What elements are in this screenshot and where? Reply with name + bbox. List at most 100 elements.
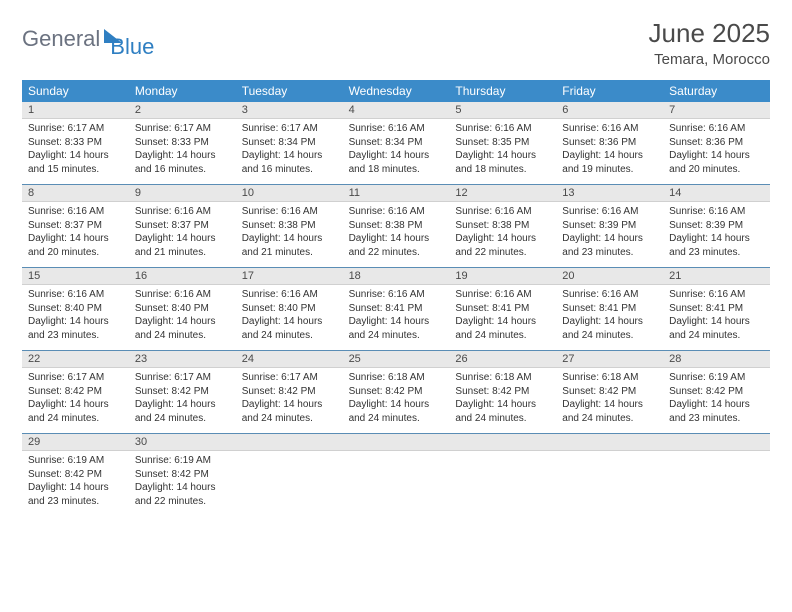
dow-tuesday: Tuesday bbox=[236, 80, 343, 102]
day-number bbox=[236, 434, 343, 450]
sunrise-line: Sunrise: 6:16 AM bbox=[28, 288, 123, 302]
day-number: 1 bbox=[22, 102, 129, 118]
day-number: 7 bbox=[663, 102, 770, 118]
sunrise-line: Sunrise: 6:16 AM bbox=[349, 205, 444, 219]
day-number: 4 bbox=[343, 102, 450, 118]
daylight-line: Daylight: 14 hours and 23 minutes. bbox=[669, 398, 764, 425]
sunrise-line: Sunrise: 6:17 AM bbox=[135, 371, 230, 385]
day-cell: Sunrise: 6:16 AMSunset: 8:40 PMDaylight:… bbox=[129, 285, 236, 350]
day-number: 3 bbox=[236, 102, 343, 118]
sunset-line: Sunset: 8:42 PM bbox=[135, 468, 230, 482]
sunrise-line: Sunrise: 6:16 AM bbox=[669, 122, 764, 136]
sunrise-line: Sunrise: 6:17 AM bbox=[135, 122, 230, 136]
sunset-line: Sunset: 8:42 PM bbox=[28, 385, 123, 399]
day-cell: Sunrise: 6:16 AMSunset: 8:38 PMDaylight:… bbox=[449, 202, 556, 267]
day-cell: Sunrise: 6:16 AMSunset: 8:41 PMDaylight:… bbox=[449, 285, 556, 350]
dow-saturday: Saturday bbox=[663, 80, 770, 102]
daylight-line: Daylight: 14 hours and 24 minutes. bbox=[242, 315, 337, 342]
day-cell: Sunrise: 6:16 AMSunset: 8:37 PMDaylight:… bbox=[22, 202, 129, 267]
day-cell: Sunrise: 6:16 AMSunset: 8:36 PMDaylight:… bbox=[663, 119, 770, 184]
sunrise-line: Sunrise: 6:18 AM bbox=[349, 371, 444, 385]
week-row: 2930Sunrise: 6:19 AMSunset: 8:42 PMDayli… bbox=[22, 434, 770, 516]
day-number bbox=[449, 434, 556, 450]
sunset-line: Sunset: 8:33 PM bbox=[135, 136, 230, 150]
day-number: 16 bbox=[129, 268, 236, 284]
sunrise-line: Sunrise: 6:18 AM bbox=[562, 371, 657, 385]
day-cell: Sunrise: 6:16 AMSunset: 8:40 PMDaylight:… bbox=[236, 285, 343, 350]
day-number: 15 bbox=[22, 268, 129, 284]
dow-thursday: Thursday bbox=[449, 80, 556, 102]
daylight-line: Daylight: 14 hours and 23 minutes. bbox=[28, 315, 123, 342]
day-number: 14 bbox=[663, 185, 770, 201]
day-cell: Sunrise: 6:16 AMSunset: 8:38 PMDaylight:… bbox=[236, 202, 343, 267]
day-number bbox=[343, 434, 450, 450]
daylight-line: Daylight: 14 hours and 15 minutes. bbox=[28, 149, 123, 176]
daylight-line: Daylight: 14 hours and 21 minutes. bbox=[242, 232, 337, 259]
day-cell: Sunrise: 6:18 AMSunset: 8:42 PMDaylight:… bbox=[343, 368, 450, 433]
sunrise-line: Sunrise: 6:19 AM bbox=[28, 454, 123, 468]
sunset-line: Sunset: 8:41 PM bbox=[562, 302, 657, 316]
day-number: 30 bbox=[129, 434, 236, 450]
sunrise-line: Sunrise: 6:16 AM bbox=[669, 288, 764, 302]
sunrise-line: Sunrise: 6:16 AM bbox=[455, 288, 550, 302]
day-number: 19 bbox=[449, 268, 556, 284]
dow-sunday: Sunday bbox=[22, 80, 129, 102]
daylight-line: Daylight: 14 hours and 20 minutes. bbox=[28, 232, 123, 259]
sunset-line: Sunset: 8:42 PM bbox=[455, 385, 550, 399]
day-cell: Sunrise: 6:17 AMSunset: 8:42 PMDaylight:… bbox=[129, 368, 236, 433]
sunset-line: Sunset: 8:37 PM bbox=[28, 219, 123, 233]
week-row: 15161718192021Sunrise: 6:16 AMSunset: 8:… bbox=[22, 268, 770, 351]
daylight-line: Daylight: 14 hours and 21 minutes. bbox=[135, 232, 230, 259]
day-cell: Sunrise: 6:19 AMSunset: 8:42 PMDaylight:… bbox=[22, 451, 129, 516]
sunrise-line: Sunrise: 6:17 AM bbox=[242, 371, 337, 385]
daynum-band: 891011121314 bbox=[22, 185, 770, 202]
daylight-line: Daylight: 14 hours and 19 minutes. bbox=[562, 149, 657, 176]
location-label: Temara, Morocco bbox=[649, 51, 770, 68]
sunrise-line: Sunrise: 6:18 AM bbox=[455, 371, 550, 385]
sunset-line: Sunset: 8:34 PM bbox=[242, 136, 337, 150]
sunset-line: Sunset: 8:41 PM bbox=[455, 302, 550, 316]
title-block: June 2025 Temara, Morocco bbox=[649, 18, 770, 68]
daylight-line: Daylight: 14 hours and 22 minutes. bbox=[349, 232, 444, 259]
daynum-band: 2930 bbox=[22, 434, 770, 451]
day-number: 25 bbox=[343, 351, 450, 367]
sunset-line: Sunset: 8:36 PM bbox=[562, 136, 657, 150]
daylight-line: Daylight: 14 hours and 24 minutes. bbox=[242, 398, 337, 425]
day-number: 24 bbox=[236, 351, 343, 367]
day-cell: Sunrise: 6:16 AMSunset: 8:41 PMDaylight:… bbox=[556, 285, 663, 350]
sunset-line: Sunset: 8:40 PM bbox=[242, 302, 337, 316]
daylight-line: Daylight: 14 hours and 24 minutes. bbox=[28, 398, 123, 425]
day-cell: Sunrise: 6:18 AMSunset: 8:42 PMDaylight:… bbox=[449, 368, 556, 433]
day-number bbox=[556, 434, 663, 450]
day-cell: Sunrise: 6:16 AMSunset: 8:39 PMDaylight:… bbox=[556, 202, 663, 267]
sunset-line: Sunset: 8:34 PM bbox=[349, 136, 444, 150]
daylight-line: Daylight: 14 hours and 16 minutes. bbox=[242, 149, 337, 176]
day-cell: Sunrise: 6:17 AMSunset: 8:34 PMDaylight:… bbox=[236, 119, 343, 184]
sunrise-line: Sunrise: 6:16 AM bbox=[562, 288, 657, 302]
sunrise-line: Sunrise: 6:16 AM bbox=[135, 205, 230, 219]
sunset-line: Sunset: 8:42 PM bbox=[349, 385, 444, 399]
brand-text-general: General bbox=[22, 26, 100, 52]
day-number: 20 bbox=[556, 268, 663, 284]
daylight-line: Daylight: 14 hours and 24 minutes. bbox=[349, 315, 444, 342]
day-number: 6 bbox=[556, 102, 663, 118]
sunrise-line: Sunrise: 6:17 AM bbox=[28, 122, 123, 136]
sunrise-line: Sunrise: 6:16 AM bbox=[455, 122, 550, 136]
daylight-line: Daylight: 14 hours and 24 minutes. bbox=[562, 315, 657, 342]
day-cell: Sunrise: 6:17 AMSunset: 8:42 PMDaylight:… bbox=[22, 368, 129, 433]
sunrise-line: Sunrise: 6:17 AM bbox=[28, 371, 123, 385]
daynum-band: 15161718192021 bbox=[22, 268, 770, 285]
day-number: 2 bbox=[129, 102, 236, 118]
daylight-line: Daylight: 14 hours and 24 minutes. bbox=[135, 398, 230, 425]
sunset-line: Sunset: 8:42 PM bbox=[135, 385, 230, 399]
week-row: 891011121314Sunrise: 6:16 AMSunset: 8:37… bbox=[22, 185, 770, 268]
month-title: June 2025 bbox=[649, 18, 770, 49]
day-cell: Sunrise: 6:17 AMSunset: 8:33 PMDaylight:… bbox=[22, 119, 129, 184]
daylight-line: Daylight: 14 hours and 24 minutes. bbox=[455, 398, 550, 425]
week-row: 1234567Sunrise: 6:17 AMSunset: 8:33 PMDa… bbox=[22, 102, 770, 185]
sunrise-line: Sunrise: 6:16 AM bbox=[562, 205, 657, 219]
daylight-line: Daylight: 14 hours and 24 minutes. bbox=[562, 398, 657, 425]
sunrise-line: Sunrise: 6:16 AM bbox=[455, 205, 550, 219]
day-number: 26 bbox=[449, 351, 556, 367]
day-number: 27 bbox=[556, 351, 663, 367]
